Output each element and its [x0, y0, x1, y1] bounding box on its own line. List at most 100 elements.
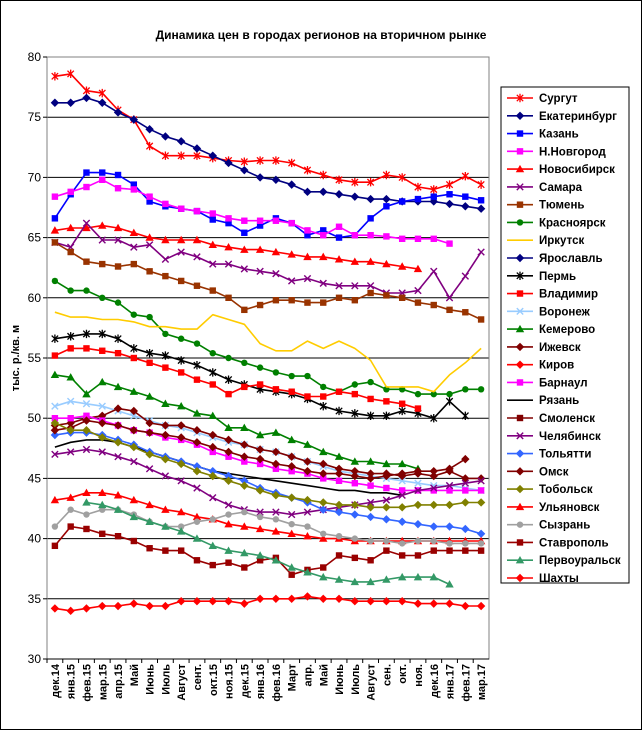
data-point [162, 547, 169, 554]
data-point [114, 453, 122, 461]
data-point [255, 245, 265, 253]
data-point [256, 508, 264, 516]
data-point [161, 454, 170, 464]
data-point [366, 457, 375, 465]
data-point [335, 175, 343, 185]
legend-marker [516, 148, 524, 155]
data-point [288, 158, 296, 168]
data-point [241, 217, 248, 224]
data-point [288, 571, 295, 578]
data-point [129, 512, 139, 521]
data-point [477, 386, 485, 393]
data-point [146, 359, 153, 367]
data-point [303, 457, 312, 466]
legend-marker [515, 502, 525, 511]
data-point [429, 500, 438, 510]
data-point [255, 551, 265, 559]
legend-marker [515, 360, 525, 369]
data-point [351, 282, 359, 290]
data-point [413, 519, 423, 529]
data-point [351, 390, 359, 398]
data-point [445, 599, 454, 608]
data-point [176, 137, 186, 146]
data-point [51, 450, 59, 459]
legend-label: Самара [539, 182, 583, 194]
data-point [113, 491, 123, 499]
data-point [162, 200, 169, 208]
data-point [130, 412, 138, 420]
data-point [145, 233, 154, 241]
y-tick-label: 50 [28, 411, 42, 425]
data-point [271, 247, 281, 256]
data-point [477, 477, 485, 485]
data-point [319, 187, 328, 197]
data-point [82, 416, 91, 425]
data-point [303, 440, 312, 448]
data-point [398, 173, 406, 182]
legend-label: Челябинск [539, 431, 601, 443]
data-point [83, 287, 90, 294]
data-point [320, 383, 327, 391]
data-point [366, 194, 375, 204]
legend-entry: Пермь [507, 271, 576, 283]
data-point [366, 257, 375, 265]
data-point [383, 386, 390, 393]
data-point [82, 223, 91, 232]
data-point [129, 426, 139, 435]
data-point [113, 505, 123, 513]
data-point [208, 411, 217, 419]
data-point [98, 433, 107, 442]
data-point [397, 262, 407, 270]
legend-entry: Тольятти [507, 449, 591, 461]
data-point [287, 180, 296, 189]
series-line [54, 448, 482, 516]
legend-entry: Барнаул [507, 377, 588, 389]
series-1 [50, 93, 486, 213]
data-point [335, 477, 343, 485]
data-point [334, 469, 344, 478]
data-point [351, 409, 359, 418]
series-10 [51, 329, 469, 423]
data-point [113, 108, 123, 117]
data-point [256, 217, 264, 224]
data-point [145, 465, 154, 473]
data-point [366, 503, 375, 512]
data-point [67, 69, 75, 79]
data-point [177, 151, 185, 160]
data-point [145, 348, 154, 358]
legend-label: Киров [539, 360, 574, 372]
data-point [193, 340, 201, 347]
data-point [383, 484, 390, 492]
data-point [83, 345, 90, 352]
data-point [83, 511, 90, 518]
data-point [334, 190, 344, 199]
data-point [225, 559, 232, 566]
data-point [208, 442, 217, 452]
y-tick-label: 70 [28, 170, 42, 184]
data-point [351, 554, 359, 562]
data-point [304, 231, 311, 239]
data-point [303, 508, 312, 516]
data-point [98, 448, 106, 456]
data-point [145, 601, 154, 611]
data-point [367, 215, 374, 222]
legend-marker [515, 449, 525, 458]
data-point [98, 402, 106, 410]
data-point [351, 231, 359, 239]
x-tick-label: сент. [192, 664, 204, 690]
x-tick-label: Май [129, 664, 141, 686]
data-point [477, 197, 485, 204]
data-point [192, 534, 202, 542]
data-point [161, 255, 170, 263]
data-point [351, 178, 359, 187]
data-point [461, 202, 470, 211]
data-point [129, 495, 139, 504]
legend-entry: Ярославль [507, 253, 603, 265]
data-point [303, 466, 312, 476]
data-point [176, 433, 186, 442]
data-point [51, 277, 59, 285]
data-point [445, 580, 454, 588]
data-point [446, 306, 453, 314]
data-point [256, 513, 264, 521]
data-point [477, 248, 485, 256]
